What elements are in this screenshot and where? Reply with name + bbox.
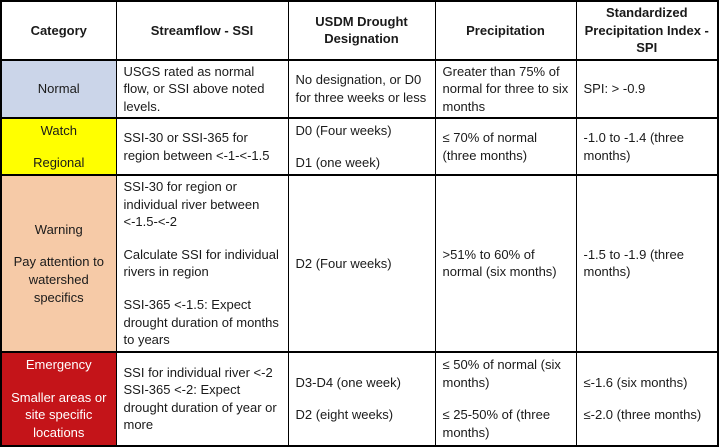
normal-streamflow-text: USGS rated as normal flow, or SSI above … — [123, 63, 265, 114]
header-streamflow-label: Streamflow - SSI — [150, 22, 254, 38]
warning-streamflow-text-3: SSI-365 <-1.5: Expect drought duration o… — [123, 297, 279, 348]
table-row-warning: Warning Pay attention to watershed speci… — [0, 174, 719, 353]
cell-emergency-streamflow: SSI for individual river <-2 SSI-365 <-2… — [115, 350, 289, 447]
cell-warning-category: Warning Pay attention to watershed speci… — [0, 174, 117, 353]
cell-warning-usdm: D2 (Four weeks) — [287, 174, 436, 353]
cell-watch-category: Watch Regional — [0, 117, 117, 177]
emergency-category-label: Emergency — [25, 357, 92, 373]
watch-category-label: Watch — [40, 122, 77, 138]
table-row-watch: Watch Regional SSI-30 or SSI-365 for reg… — [0, 117, 719, 177]
table-row-emergency: Emergency Smaller areas or site specific… — [0, 350, 719, 447]
cell-emergency-precipitation: ≤ 50% of normal (six months) ≤ 25-50% of… — [434, 350, 577, 447]
normal-precipitation-text: Greater than 75% of normal for three to … — [442, 63, 569, 114]
cell-watch-spi: -1.0 to -1.4 (three months) — [575, 117, 719, 177]
cell-warning-streamflow: SSI-30 for region or individual river be… — [115, 174, 289, 353]
cell-normal-category: Normal — [0, 58, 117, 120]
normal-spi-text: SPI: > -0.9 — [583, 81, 646, 97]
header-spi: Standardized Precipitation Index - SPI — [575, 0, 719, 61]
emergency-precipitation-text-1: ≤ 50% of normal (six months) — [442, 357, 561, 390]
emergency-usdm-text-1: D3-D4 (one week) — [295, 374, 402, 390]
cell-watch-usdm: D0 (Four weeks) D1 (one week) — [287, 117, 436, 177]
cell-watch-precipitation: ≤ 70% of normal (three months) — [434, 117, 577, 177]
table-row-normal: Normal USGS rated as normal flow, or SSI… — [0, 58, 719, 120]
emergency-category-sublabel: Smaller areas or site specific locations — [11, 389, 107, 440]
header-category: Category — [0, 0, 117, 61]
normal-usdm-text: No designation, or D0 for three weeks or… — [295, 72, 427, 105]
header-usdm-label: USDM Drought Designation — [315, 13, 408, 47]
header-precipitation: Precipitation — [434, 0, 577, 61]
cell-warning-spi: -1.5 to -1.9 (three months) — [575, 174, 719, 353]
header-precipitation-label: Precipitation — [466, 22, 545, 38]
table-header-row: Category Streamflow - SSI USDM Drought D… — [0, 0, 719, 61]
header-usdm-drought-designation: USDM Drought Designation — [287, 0, 436, 61]
warning-streamflow-text-2: Calculate SSI for individual rivers in r… — [123, 246, 279, 280]
cell-normal-usdm: No designation, or D0 for three weeks or… — [287, 58, 436, 120]
watch-usdm-text-1: D0 (Four weeks) — [295, 122, 392, 138]
header-spi-label: Standardized Precipitation Index - SPI — [584, 5, 709, 56]
watch-streamflow-text: SSI-30 or SSI-365 for region between <-1… — [123, 130, 270, 163]
warning-category-label: Warning — [34, 221, 83, 237]
emergency-spi-text-2: ≤-2.0 (three months) — [583, 407, 702, 423]
watch-usdm-text-2: D1 (one week) — [295, 155, 381, 171]
normal-category-label: Normal — [37, 81, 80, 97]
header-streamflow-ssi: Streamflow - SSI — [115, 0, 289, 61]
emergency-streamflow-text-2: SSI-365 <-2: Expect drought duration of … — [123, 382, 277, 433]
emergency-streamflow-text-1: SSI for individual river <-2 — [123, 364, 273, 380]
warning-category-sublabel: Pay attention to watershed specifics — [13, 254, 104, 305]
watch-precipitation-text: ≤ 70% of normal (three months) — [442, 130, 538, 163]
watch-category-sublabel: Regional — [33, 155, 85, 171]
warning-usdm-text: D2 (Four weeks) — [295, 255, 392, 271]
cell-watch-streamflow: SSI-30 or SSI-365 for region between <-1… — [115, 117, 289, 177]
cell-emergency-usdm: D3-D4 (one week) D2 (eight weeks) — [287, 350, 436, 447]
emergency-precipitation-text-2: ≤ 25-50% of (three months) — [442, 407, 551, 440]
cell-emergency-category: Emergency Smaller areas or site specific… — [0, 350, 117, 447]
cell-warning-precipitation: >51% to 60% of normal (six months) — [434, 174, 577, 353]
warning-streamflow-text-1: SSI-30 for region or individual river be… — [123, 179, 260, 230]
warning-precipitation-text: >51% to 60% of normal (six months) — [442, 246, 557, 280]
emergency-usdm-text-2: D2 (eight weeks) — [295, 407, 394, 423]
cell-normal-spi: SPI: > -0.9 — [575, 58, 719, 120]
warning-spi-text: -1.5 to -1.9 (three months) — [583, 246, 684, 280]
cell-normal-streamflow: USGS rated as normal flow, or SSI above … — [115, 58, 289, 120]
cell-emergency-spi: ≤-1.6 (six months) ≤-2.0 (three months) — [575, 350, 719, 447]
watch-spi-text: -1.0 to -1.4 (three months) — [583, 130, 684, 163]
emergency-spi-text-1: ≤-1.6 (six months) — [583, 374, 688, 390]
cell-normal-precipitation: Greater than 75% of normal for three to … — [434, 58, 577, 120]
header-category-label: Category — [30, 22, 87, 38]
